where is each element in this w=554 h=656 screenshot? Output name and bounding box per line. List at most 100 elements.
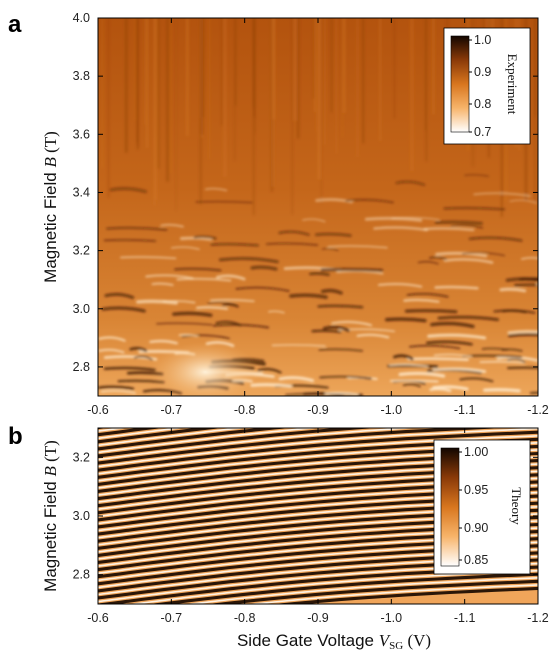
- panel-b-colorbar: 1.00 0.95 0.90 0.85 Theory: [433, 439, 531, 575]
- texture-streak: [215, 320, 242, 327]
- texture-streak: [160, 223, 184, 228]
- panel-b-ylabel-text: Magnetic Field: [41, 477, 60, 592]
- texture-streak: [426, 340, 473, 346]
- texture-streak: [136, 18, 139, 150]
- texture-streak: [432, 367, 487, 373]
- texture-streak: [521, 256, 538, 260]
- texture-streak: [395, 180, 426, 186]
- texture-streak: [322, 325, 350, 332]
- texture-streak: [311, 329, 342, 334]
- texture-streak: [508, 333, 538, 338]
- texture-streak: [100, 390, 136, 394]
- texture-streak: [437, 315, 499, 321]
- panel-a-ylabel-text: Magnetic Field: [41, 168, 60, 283]
- texture-streak: [136, 299, 178, 305]
- texture-streak: [435, 251, 488, 258]
- texture-streak: [257, 368, 282, 374]
- texture-streak: [210, 242, 259, 247]
- texture-streak: [133, 355, 153, 361]
- texture-streak: [313, 18, 317, 112]
- texture-streak: [98, 336, 126, 342]
- texture-streak: [120, 256, 177, 260]
- texture-streak: [509, 199, 537, 204]
- panel-label-b: b: [8, 423, 23, 450]
- panel-a-colorbar: 1.0 0.9 0.8 0.7 Experiment: [443, 27, 531, 145]
- x-tick-label: -0.8: [234, 611, 256, 625]
- texture-streak: [296, 18, 300, 139]
- texture-streak: [393, 354, 414, 361]
- colorbar-a-tick-1: 0.9: [474, 65, 491, 79]
- panel-a-ylabel-symbol: B: [41, 157, 60, 168]
- texture-streak: [129, 346, 148, 352]
- texture-streak: [178, 333, 198, 337]
- texture-streak: [324, 391, 359, 396]
- panel-b-ylabel-unit: (T): [41, 440, 60, 466]
- texture-streak: [101, 306, 146, 313]
- texture-streak: [468, 236, 523, 242]
- texture-streak: [342, 18, 344, 137]
- texture-streak: [170, 18, 172, 173]
- colorbar-a-tick-3: 0.7: [474, 125, 491, 139]
- fringe-light: [98, 435, 538, 475]
- panel-b-colorbar-gradient: [440, 447, 460, 567]
- texture-streak: [479, 360, 526, 364]
- texture-streak: [507, 358, 526, 363]
- panel-b-ylabel-symbol: B: [41, 466, 60, 477]
- texture-streak: [393, 18, 396, 119]
- colorbar-a-label: Experiment: [505, 54, 520, 115]
- texture-streak: [324, 18, 326, 145]
- texture-streak: [318, 348, 363, 352]
- texture-streak: [391, 216, 440, 221]
- texture-streak: [289, 293, 328, 299]
- texture-streak: [481, 347, 509, 351]
- texture-streak: [320, 288, 343, 295]
- fringe-dark: [208, 579, 538, 604]
- texture-streak: [385, 317, 427, 323]
- texture-streak: [432, 385, 469, 391]
- texture-streak: [443, 258, 494, 264]
- texture-streak: [124, 18, 128, 153]
- y-tick-label: 4.0: [73, 11, 90, 25]
- texture-streak: [151, 282, 174, 286]
- texture-streak: [464, 174, 489, 177]
- texture-streak: [195, 306, 229, 310]
- texture-streak: [434, 220, 483, 225]
- y-tick-label: 3.4: [73, 185, 90, 199]
- fringe-light: [247, 584, 538, 604]
- texture-streak: [423, 227, 475, 232]
- y-tick-label: 3.6: [73, 127, 90, 141]
- texture-streak: [312, 18, 315, 99]
- panel-b-ylabel: Magnetic Field B (T): [41, 440, 60, 592]
- texture-streak: [265, 242, 319, 246]
- texture-streak: [417, 261, 439, 265]
- texture-streak: [193, 235, 217, 240]
- texture-streak: [146, 18, 149, 148]
- texture-streak: [291, 18, 293, 215]
- texture-streak: [172, 311, 213, 317]
- texture-streak: [433, 353, 472, 358]
- texture-streak: [216, 274, 246, 281]
- panel-a-ylabel-unit: (T): [41, 131, 60, 157]
- texture-streak: [327, 245, 388, 249]
- texture-streak: [250, 383, 293, 388]
- colorbar-a-tick-2: 0.8: [474, 97, 491, 111]
- texture-streak: [379, 18, 381, 142]
- fringe-light: [185, 577, 538, 604]
- texture-streak: [342, 18, 346, 113]
- fringe-light: [98, 428, 422, 461]
- texture-streak: [345, 198, 394, 204]
- texture-streak: [427, 333, 487, 340]
- panel-b-ticks: -0.6 -0.7 -0.8 -0.9 -1.0 -1.1 -1.2 2.8 3.0 3.2: [73, 428, 549, 625]
- texture-streak: [473, 192, 531, 197]
- texture-streak: [529, 391, 538, 394]
- y-tick-label: 3.0: [73, 509, 90, 523]
- texture-streak: [104, 292, 135, 299]
- texture-streak: [109, 187, 147, 194]
- texture-streak: [431, 18, 435, 115]
- y-tick-label: 3.2: [73, 244, 90, 258]
- texture-streak: [220, 18, 223, 126]
- x-tick-label: -1.1: [454, 611, 476, 625]
- texture-streak: [319, 375, 372, 380]
- texture-streak: [362, 18, 365, 144]
